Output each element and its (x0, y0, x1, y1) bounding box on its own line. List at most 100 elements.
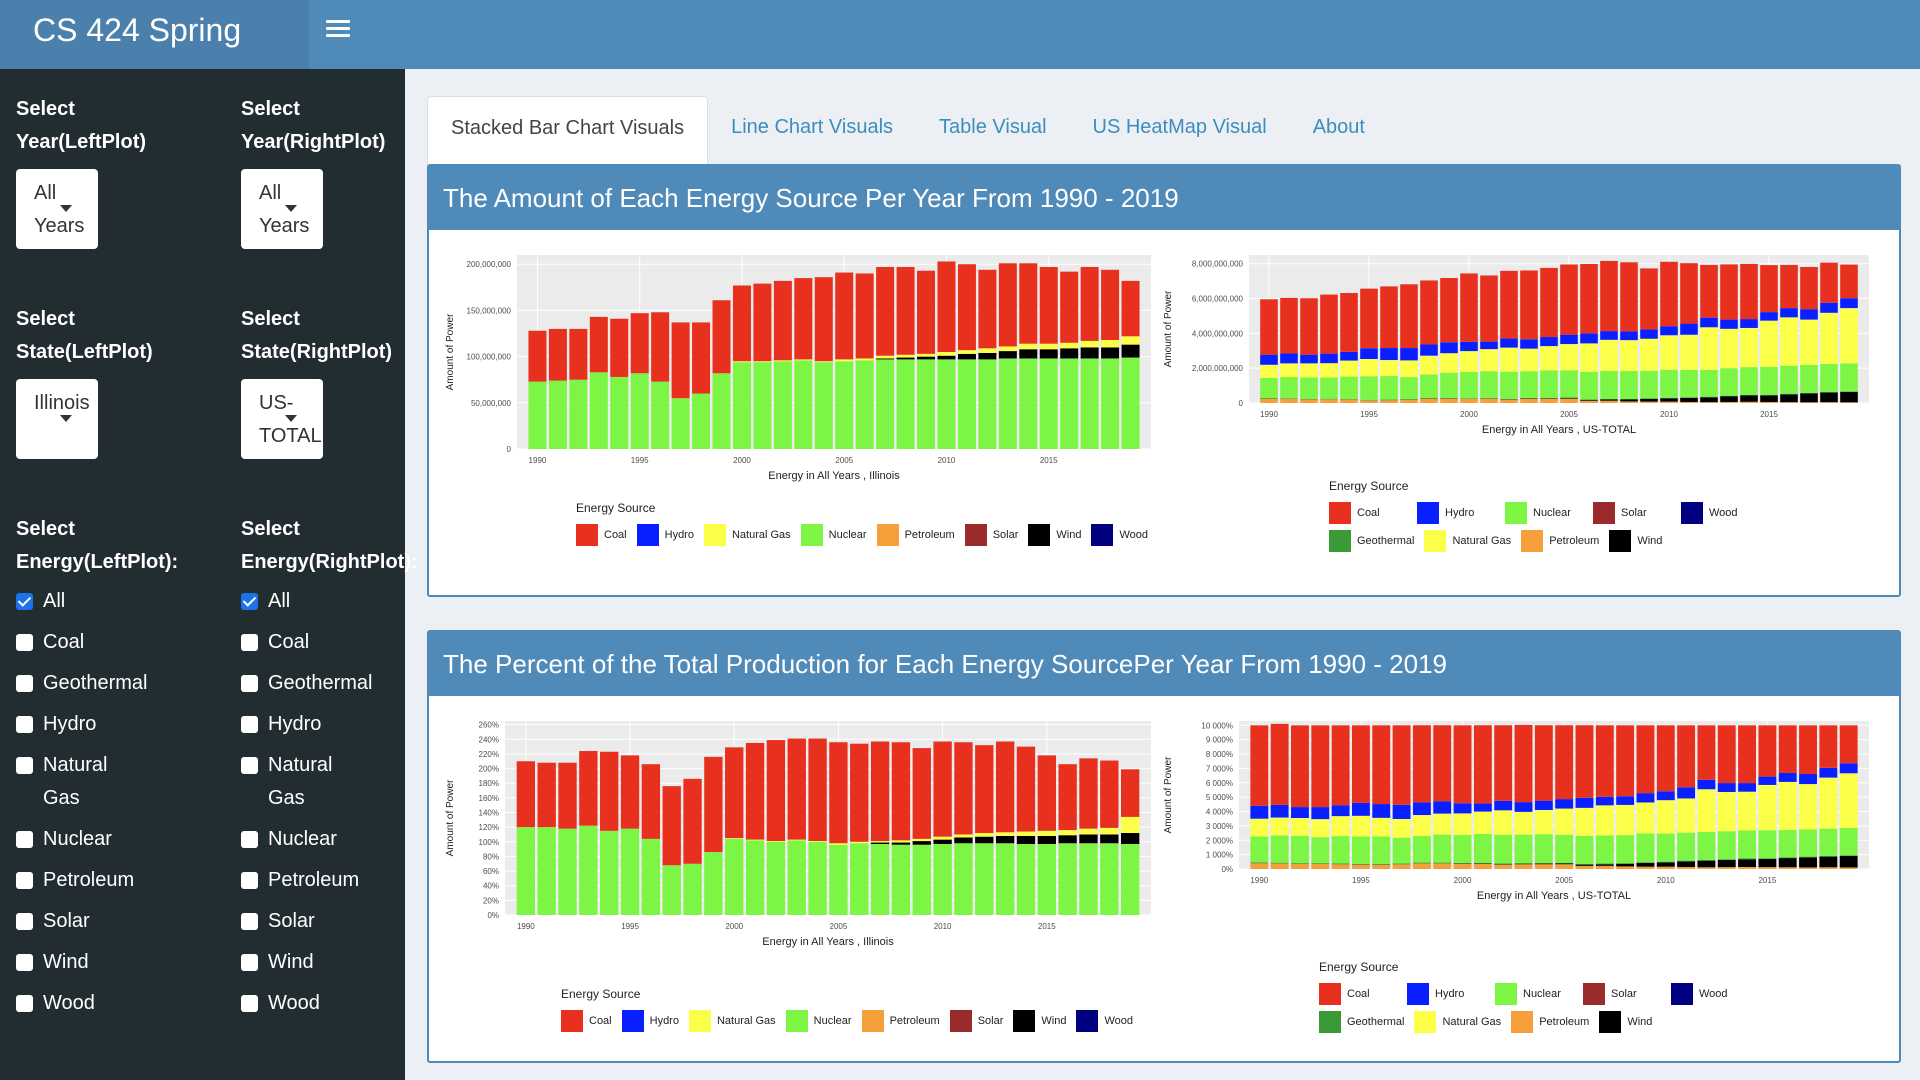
bar-segment-coal (1433, 725, 1452, 802)
checkbox[interactable] (16, 831, 33, 848)
tab-line-chart-visuals[interactable]: Line Chart Visuals (731, 116, 894, 138)
bar-segment-coal (1819, 725, 1838, 768)
chart-legend: Energy Source Coal Hydro Nuclear Solar Wood Ge… (1319, 960, 1759, 1036)
bar-segment-petroleum (1291, 863, 1309, 869)
bar-segment-petroleum (1778, 867, 1797, 869)
checkbox[interactable] (16, 954, 33, 971)
energy-left-option-nuclear[interactable]: Nuclear (16, 823, 196, 864)
energy-left-option-wind[interactable]: Wind (16, 946, 196, 987)
y-tick-label: 160% (479, 794, 499, 803)
state-right-label: Select State(RightPlot) (241, 308, 393, 363)
checkbox-label: Hydro (43, 713, 97, 735)
bar-segment-natural-gas (1799, 784, 1817, 830)
checkbox[interactable] (16, 716, 33, 733)
bar-segment-nuclear (1720, 368, 1738, 396)
checkbox[interactable] (241, 995, 258, 1012)
bar-segment-geothermal (1600, 399, 1618, 400)
checkbox[interactable] (16, 593, 33, 610)
energy-right-option-coal[interactable]: Coal (241, 626, 421, 667)
energy-right-option-hydro[interactable]: Hydro (241, 708, 421, 749)
bar-segment-nuclear (692, 393, 711, 449)
bar-segment-coal (620, 755, 640, 829)
bar-segment-natural-gas (1320, 363, 1338, 378)
energy-right-option-geothermal[interactable]: Geothermal (241, 667, 421, 708)
checkbox[interactable] (241, 634, 258, 651)
energy-left-option-all[interactable]: All (16, 585, 196, 626)
bar-segment-wind (912, 841, 931, 845)
energy-right-option-all[interactable]: All (241, 585, 421, 626)
bar-segment-coal (1400, 284, 1418, 349)
bar-segment-nuclear (1058, 843, 1077, 915)
state-right-select[interactable]: US-TOTAL (241, 379, 323, 459)
energy-left-option-wood[interactable]: Wood (16, 987, 196, 1028)
energy-right-option-wood[interactable]: Wood (241, 987, 421, 1028)
checkbox[interactable] (241, 675, 258, 692)
bar-segment-nuclear (683, 863, 702, 915)
checkbox[interactable] (16, 913, 33, 930)
bar-segment-natural-gas (1620, 340, 1638, 371)
x-tick-label: 2010 (1657, 876, 1675, 885)
checkbox[interactable] (241, 872, 258, 889)
checkbox[interactable] (16, 757, 33, 774)
tab-table-visual[interactable]: Table Visual (939, 116, 1047, 138)
checkbox[interactable] (16, 995, 33, 1012)
legend-swatch (1319, 1011, 1341, 1033)
bar-segment-coal (753, 283, 772, 362)
tab-us-heatmap-visual[interactable]: US HeatMap Visual (1092, 116, 1267, 138)
bar-segment-petroleum (1540, 398, 1558, 403)
bar-segment-wind (995, 835, 1015, 844)
bar-segment-natural-gas (1820, 312, 1838, 364)
bar-segment-petroleum (1360, 400, 1378, 403)
bar-segment-wind (1540, 398, 1558, 399)
legend-swatch (1407, 983, 1429, 1005)
bar-segment-natural-gas (1453, 813, 1472, 835)
energy-left-option-geothermal[interactable]: Geothermal (16, 667, 196, 708)
tab-stacked-bar-chart-visuals[interactable]: Stacked Bar Chart Visuals (427, 96, 709, 164)
checkbox[interactable] (241, 593, 258, 610)
y-tick-label: 7 000% (1206, 764, 1233, 773)
checkbox[interactable] (16, 634, 33, 651)
checkbox-label: Natural Gas (268, 754, 333, 809)
bar-segment-nuclear (1380, 376, 1398, 400)
energy-left-option-petroleum[interactable]: Petroleum (16, 864, 196, 905)
energy-left-option-coal[interactable]: Coal (16, 626, 196, 667)
bar-segment-nuclear (1660, 369, 1678, 398)
energy-right-option-nuclear[interactable]: Nuclear (241, 823, 421, 864)
checkbox[interactable] (241, 954, 258, 971)
year-right-select[interactable]: All Years (241, 169, 323, 249)
energy-right-option-natural-gas[interactable]: Natural Gas (241, 749, 421, 823)
bar-segment-coal (855, 273, 874, 359)
checkbox[interactable] (241, 831, 258, 848)
bar-segment-natural-gas (1019, 343, 1038, 350)
energy-right-option-solar[interactable]: Solar (241, 905, 421, 946)
bar-segment-hydro (1760, 312, 1778, 321)
year-left-select[interactable]: All Years (16, 169, 98, 249)
bar-segment-natural-gas (1717, 791, 1736, 832)
checkbox[interactable] (16, 872, 33, 889)
energy-right-option-wind[interactable]: Wind (241, 946, 421, 987)
bar-segment-natural-gas (1291, 817, 1309, 836)
chart-svg: 0 2,000,000,000 4,000,000,000 6,000,000,000… (1163, 255, 1869, 436)
legend-label: Petroleum (904, 529, 955, 541)
bar-segment-nuclear (1300, 377, 1318, 399)
x-tick-label: 1995 (631, 456, 649, 465)
legend-item: Petroleum (876, 524, 955, 546)
energy-left-option-solar[interactable]: Solar (16, 905, 196, 946)
checkbox[interactable] (241, 757, 258, 774)
menu-toggle-icon[interactable] (326, 16, 350, 40)
state-left-select[interactable]: Illinois (16, 379, 98, 459)
bar-segment-nuclear (1700, 369, 1718, 397)
energy-right-option-petroleum[interactable]: Petroleum (241, 864, 421, 905)
energy-left-option-natural-gas[interactable]: Natural Gas (16, 749, 196, 823)
bar-segment-nuclear (548, 380, 567, 449)
tab-about[interactable]: About (1312, 116, 1365, 138)
checkbox[interactable] (241, 913, 258, 930)
energy-left-option-hydro[interactable]: Hydro (16, 708, 196, 749)
checkbox[interactable] (241, 716, 258, 733)
bar-segment-nuclear (1280, 376, 1298, 399)
checkbox[interactable] (16, 675, 33, 692)
bar-segment-coal (1080, 267, 1099, 341)
y-tick-label: 0% (487, 911, 499, 920)
bar-segment-coal (896, 267, 915, 355)
bar-segment-hydro (1534, 800, 1553, 811)
